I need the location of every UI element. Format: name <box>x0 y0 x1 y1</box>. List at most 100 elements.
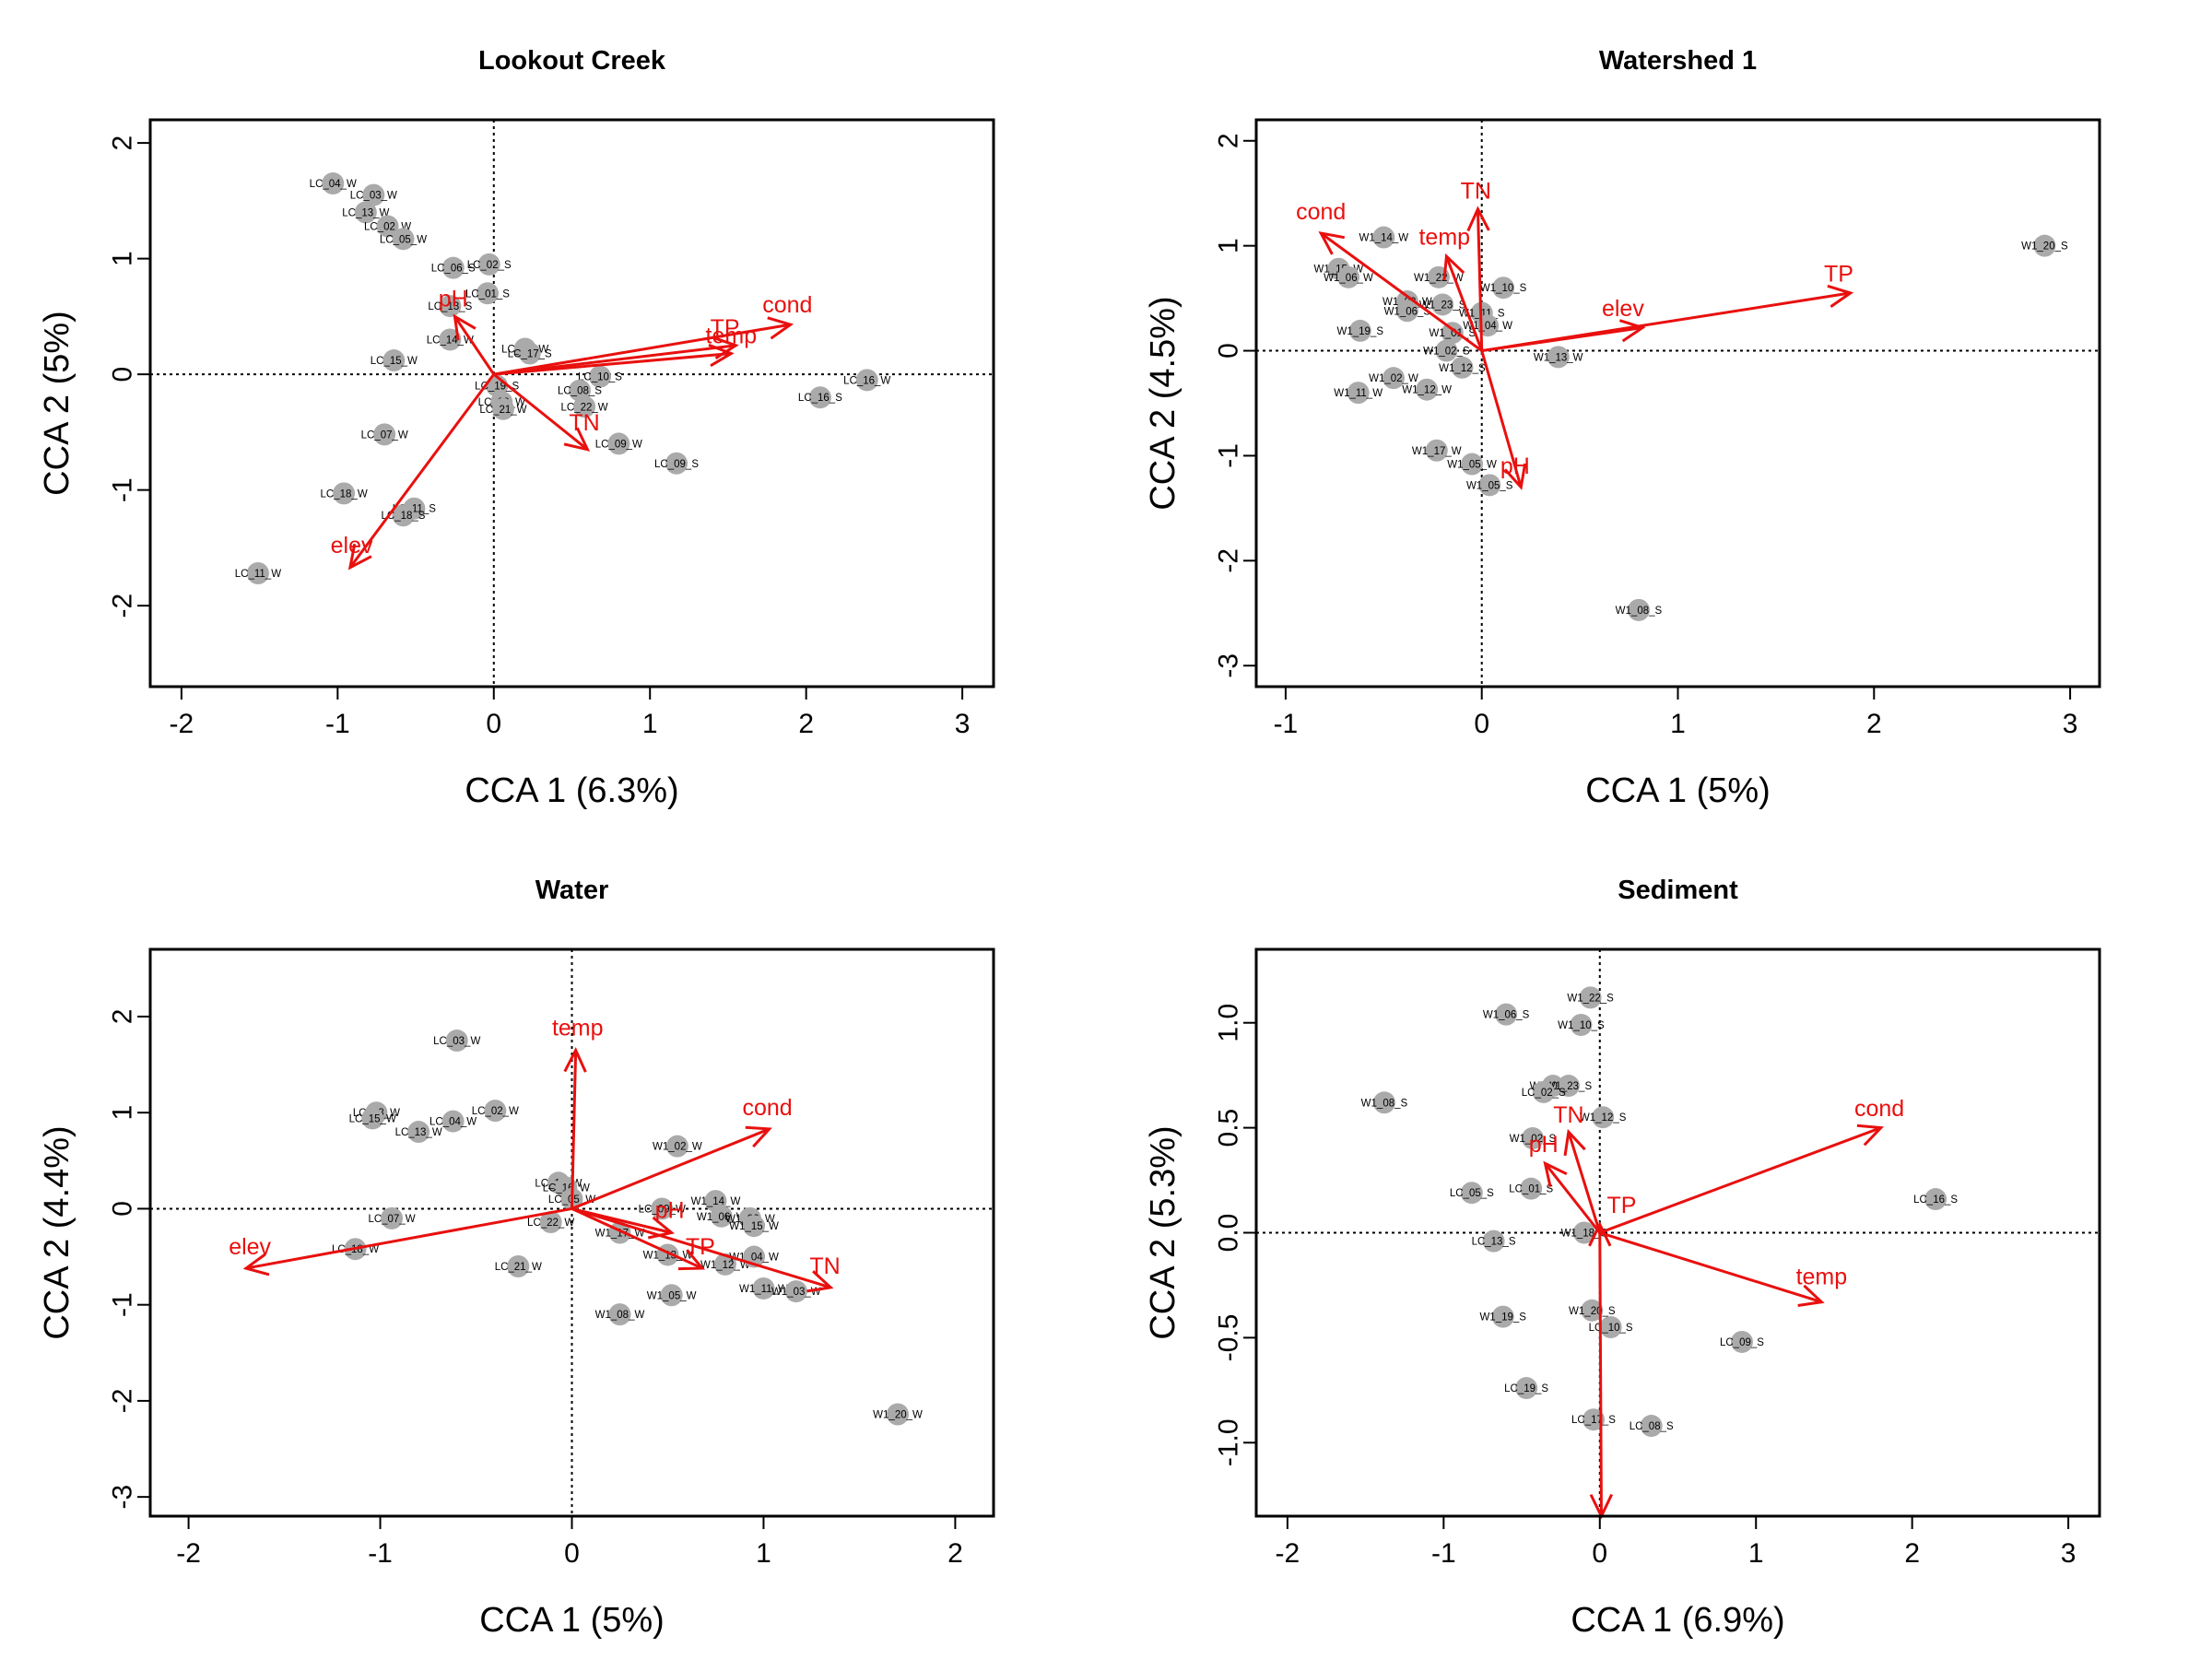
sample-point-marker <box>376 215 399 238</box>
sample-point: W1_10_S <box>1480 276 1527 300</box>
vector-shaft <box>1567 1131 1602 1233</box>
vector-cond <box>493 316 794 376</box>
sample-point: LC_16_S <box>1913 1188 1958 1211</box>
vector-label: pH <box>655 1198 685 1224</box>
sample-point-marker <box>1451 356 1474 379</box>
sample-point-label: W1_12_W <box>1402 385 1452 396</box>
sample-point: W1_12_W <box>1402 378 1452 401</box>
chart-title: Sediment <box>1618 876 1738 905</box>
vector-label: TP <box>686 1234 715 1260</box>
sample-point: LC_09_W <box>639 1197 686 1220</box>
sample-point: LC_16_W <box>843 369 890 392</box>
sample-point: LC_11_W <box>235 562 281 584</box>
sample-point-marker <box>784 1280 807 1303</box>
sample-point: LC_05_W <box>380 228 427 251</box>
vector-shaft <box>1480 350 1523 488</box>
x-tick-label: 1 <box>756 1538 771 1569</box>
sample-point-label: LC_21_W <box>495 1262 542 1273</box>
sample-point-marker <box>1520 1177 1543 1200</box>
vector-shaft <box>453 315 496 375</box>
sample-point: LC_07_W <box>368 1206 416 1230</box>
sample-point-label: W1_06_S <box>1384 306 1431 317</box>
sample-point-marker <box>373 423 396 446</box>
sample-point-label: W1_02_S <box>1510 1134 1557 1145</box>
sample-point-marker <box>808 386 831 409</box>
sample-point-label: LC_13_W <box>342 207 389 218</box>
cca-biplot-water: Water -2 -1 0 1 2 -3 -2 -1 0 1 2 CCA 1 (5%) CCA 2 (4.… <box>38 876 995 1640</box>
vector-cond <box>571 1125 772 1210</box>
vector-shaft <box>1599 1231 1822 1304</box>
sample-point: LC_15_W <box>371 349 418 372</box>
sample-point-marker <box>484 1100 507 1123</box>
chart-title: Water <box>535 876 609 905</box>
x-tick-label: 0 <box>1474 709 1489 739</box>
vector-elev <box>1481 319 1646 353</box>
x-tick-label: -1 <box>368 1538 393 1569</box>
sample-point-marker <box>1478 474 1501 497</box>
x-axis-label: CCA 1 (6.3%) <box>465 771 678 810</box>
vector-temp <box>563 1047 587 1209</box>
vector-shaft <box>1599 1126 1882 1234</box>
sample-point-marker <box>608 1303 631 1326</box>
chart-title: Watershed 1 <box>1599 46 1757 76</box>
sample-point-label: LC_17_S <box>508 349 552 360</box>
sample-point-marker <box>573 395 596 418</box>
vector-ph <box>453 313 496 375</box>
vector-cond <box>1599 1124 1885 1234</box>
vector-ph <box>1480 350 1527 490</box>
sample-point: W1_23_S <box>1546 1075 1592 1098</box>
plot-frame <box>148 118 995 688</box>
vector-label: elev <box>229 1234 271 1260</box>
sample-point-label: LC_19_S <box>1504 1383 1548 1394</box>
sample-point: LC_13_W <box>395 1121 442 1144</box>
vector-arrowhead <box>347 543 372 571</box>
sample-point: W1_02_S <box>1510 1127 1557 1149</box>
sample-point: W1_08_W <box>595 1303 644 1326</box>
sample-point: W1_08_S <box>1616 598 1663 621</box>
vector-tp <box>1588 1220 1612 1247</box>
sample-point-marker <box>439 328 462 351</box>
vector-arrowhead <box>1856 1124 1885 1147</box>
sample-point-label: LC_13_S <box>428 301 472 312</box>
sample-point-label: LC_14_W <box>427 335 474 346</box>
y-tick-label: -1 <box>1214 443 1244 468</box>
sample-point-label: LC_21_W <box>479 405 526 416</box>
sample-point: LC_04_W <box>310 172 357 195</box>
sample-point-label: LC_18_S <box>382 511 426 522</box>
y-tick-label: -1 <box>108 477 138 502</box>
y-tick-label: 2 <box>108 1009 138 1025</box>
sample-point-label: W1_12_W <box>700 1260 750 1271</box>
plot-frame <box>1254 947 2101 1518</box>
x-tick-label: 2 <box>947 1538 963 1569</box>
sample-point-label: LC_17_S <box>1571 1415 1616 1426</box>
sample-point-label: W1_02_W <box>653 1142 702 1153</box>
sample-point-label: LC_15_W <box>349 1113 396 1124</box>
sample-point-label: W1_05_W <box>647 1290 697 1301</box>
y-tick-label: 0.5 <box>1214 1109 1244 1147</box>
sample-point-label: W1_14_W <box>1359 233 1408 244</box>
vector-label: temp <box>552 1015 604 1041</box>
sample-point-marker <box>477 282 499 305</box>
sample-point-marker <box>1416 378 1439 401</box>
x-tick-label: 0 <box>564 1538 580 1569</box>
vector-unlabeled <box>1589 1232 1614 1520</box>
sample-point: W1_20_S <box>1569 1299 1616 1322</box>
vector-label: TN <box>569 410 599 436</box>
vector-arrowhead <box>563 1047 587 1073</box>
vector-shaft <box>571 1207 831 1289</box>
vector-shaft <box>571 1127 771 1210</box>
sample-point-label: W1_23_S <box>1419 300 1466 311</box>
sample-point: W1_12_S <box>1439 356 1486 379</box>
sample-point: W1_06_S <box>1384 300 1431 323</box>
sample-point-label: LC_09_S <box>654 459 699 470</box>
vector-shaft <box>493 352 732 376</box>
sample-point-marker <box>518 342 541 365</box>
sample-point: LC_19_S <box>1504 1377 1548 1400</box>
sample-point-label: LC_05_W <box>380 234 427 245</box>
panel-sediment: Sediment -2 -1 0 1 2 3 -1.0 -0.5 0.0 0.5 1.0 CCA 1 (… <box>1106 830 2212 1659</box>
x-tick-label: 0 <box>1592 1538 1607 1569</box>
sample-point-label: LC_18_W <box>321 488 368 500</box>
sample-point-label: LC_16_S <box>1913 1194 1958 1206</box>
vector-arrowhead <box>1543 1160 1568 1188</box>
vector-label: elev <box>331 533 373 559</box>
